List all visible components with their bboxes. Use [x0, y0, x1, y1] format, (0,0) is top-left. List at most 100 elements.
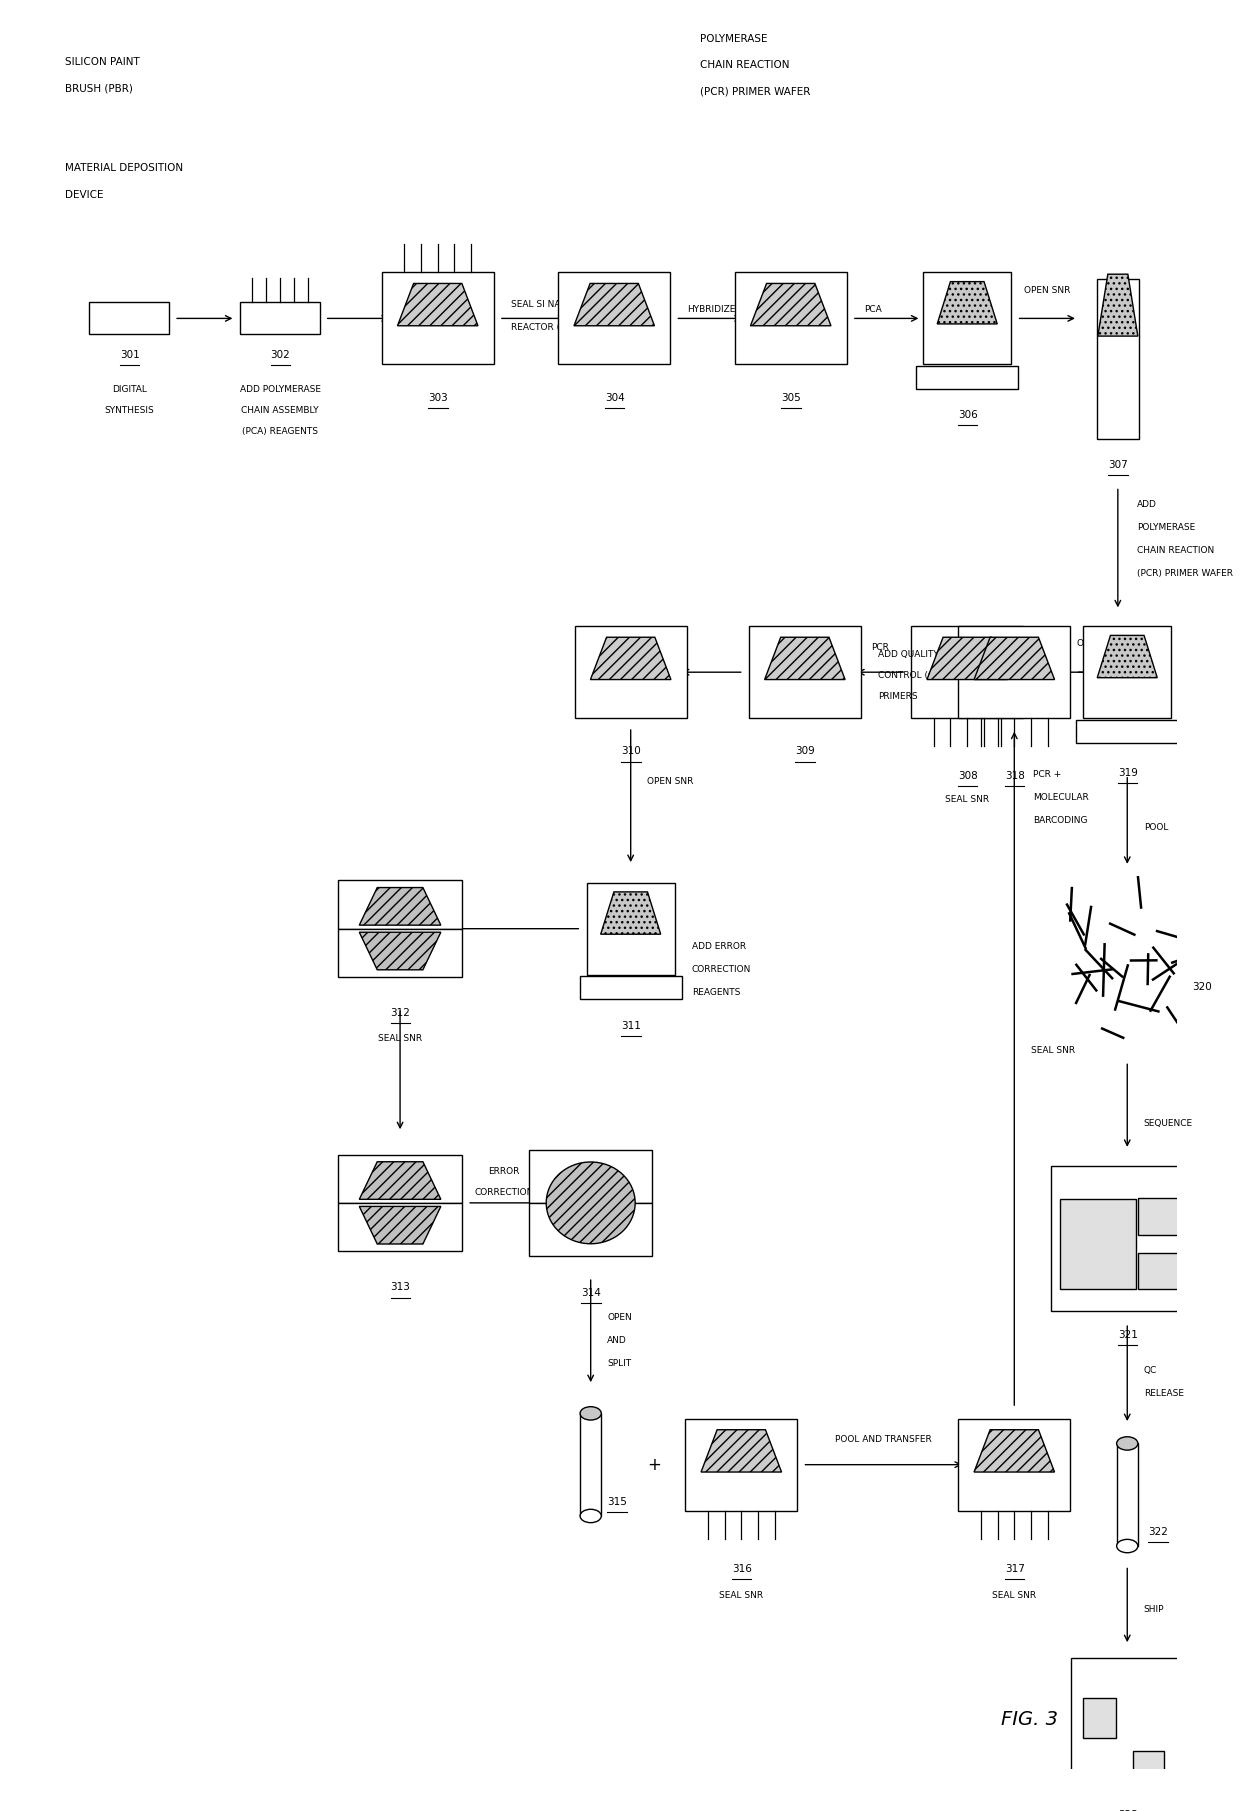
Ellipse shape — [580, 1509, 601, 1523]
Polygon shape — [398, 284, 477, 326]
Bar — [923, 272, 1012, 364]
Text: SILICON PAINT: SILICON PAINT — [64, 56, 139, 67]
Ellipse shape — [1117, 1539, 1138, 1552]
Text: OPEN: OPEN — [608, 1313, 632, 1322]
Ellipse shape — [1117, 1436, 1138, 1451]
Text: 305: 305 — [781, 393, 801, 402]
Text: OPEN SNR: OPEN SNR — [1078, 639, 1123, 648]
Polygon shape — [1097, 273, 1138, 337]
Text: 313: 313 — [391, 1282, 410, 1293]
Text: SEAL SNR: SEAL SNR — [719, 1592, 764, 1601]
Bar — [749, 627, 861, 719]
Text: BRUSH (PBR): BRUSH (PBR) — [64, 83, 133, 94]
Bar — [580, 1413, 601, 1516]
Text: SEQUENCE: SEQUENCE — [1143, 1119, 1193, 1128]
Text: ERROR: ERROR — [489, 1166, 520, 1175]
Bar — [1083, 1699, 1116, 1739]
Text: (PCR) PRIMER WAFER: (PCR) PRIMER WAFER — [1137, 569, 1233, 578]
Text: QC: QC — [1143, 1367, 1157, 1375]
Polygon shape — [1097, 636, 1157, 677]
Text: CHAIN ASSEMBLY: CHAIN ASSEMBLY — [242, 406, 319, 415]
Polygon shape — [360, 1206, 441, 1244]
Bar — [579, 976, 682, 1000]
Ellipse shape — [580, 1407, 601, 1420]
Text: ADD ERROR: ADD ERROR — [692, 942, 746, 951]
Text: 302: 302 — [270, 350, 290, 360]
Text: 312: 312 — [391, 1009, 410, 1018]
Text: 304: 304 — [605, 393, 625, 402]
Text: HYBRIDIZE: HYBRIDIZE — [687, 304, 735, 313]
Text: 320: 320 — [1192, 982, 1211, 992]
Text: CONTROL (QC): CONTROL (QC) — [878, 672, 945, 681]
Text: REAGENTS: REAGENTS — [692, 987, 740, 996]
Text: OPEN SNR: OPEN SNR — [647, 777, 693, 786]
Bar — [339, 929, 461, 976]
Bar — [1050, 1166, 1204, 1311]
Bar — [587, 882, 675, 974]
Bar — [339, 1155, 461, 1203]
Text: 310: 310 — [621, 746, 641, 757]
Text: (PCR) PRIMER WAFER: (PCR) PRIMER WAFER — [701, 87, 811, 98]
Text: CORRECTION: CORRECTION — [692, 965, 751, 974]
Polygon shape — [360, 1161, 441, 1199]
Text: SHIP: SHIP — [1143, 1605, 1164, 1614]
Text: SEAL SI NANO-: SEAL SI NANO- — [511, 301, 578, 308]
Text: PCR: PCR — [872, 643, 889, 652]
Text: BARCODING: BARCODING — [1033, 817, 1087, 826]
Bar — [1083, 627, 1172, 719]
Polygon shape — [975, 1429, 1054, 1472]
Bar — [382, 272, 494, 364]
Text: RELEASE: RELEASE — [1143, 1389, 1184, 1398]
Bar — [1138, 1253, 1190, 1289]
Bar — [1060, 1199, 1136, 1289]
Text: SEAL SNR: SEAL SNR — [1030, 1047, 1075, 1056]
Bar — [959, 1418, 1070, 1510]
Text: CHAIN REACTION: CHAIN REACTION — [1137, 545, 1214, 554]
Text: 303: 303 — [428, 393, 448, 402]
Bar — [1071, 1659, 1183, 1791]
Text: 322: 322 — [1148, 1527, 1168, 1536]
Bar — [89, 302, 170, 335]
Text: 306: 306 — [957, 411, 977, 420]
Bar — [339, 1203, 461, 1251]
Text: REACTOR (SMR): REACTOR (SMR) — [511, 322, 583, 331]
Polygon shape — [590, 637, 671, 679]
Text: CHAIN REACTION: CHAIN REACTION — [701, 60, 790, 71]
Text: SEAL SNR: SEAL SNR — [945, 795, 990, 804]
Bar — [529, 1203, 652, 1255]
Bar — [558, 272, 670, 364]
Bar — [529, 1150, 652, 1203]
Polygon shape — [360, 887, 441, 925]
Text: POLYMERASE: POLYMERASE — [701, 34, 768, 43]
Text: PCR +: PCR + — [1033, 770, 1061, 779]
Text: SYNTHESIS: SYNTHESIS — [104, 406, 154, 415]
Text: 301: 301 — [120, 350, 140, 360]
Text: SPLIT: SPLIT — [608, 1360, 631, 1369]
Bar — [959, 627, 1070, 719]
Bar — [339, 880, 461, 929]
Bar — [241, 302, 320, 335]
Text: ADD QUALITY: ADD QUALITY — [878, 650, 939, 659]
Text: 321: 321 — [1117, 1331, 1138, 1340]
Text: DIGITAL: DIGITAL — [112, 384, 146, 393]
Text: SEAL SNR: SEAL SNR — [992, 1592, 1037, 1601]
Text: PCA: PCA — [864, 304, 882, 313]
Text: 307: 307 — [1109, 460, 1128, 469]
Ellipse shape — [546, 1163, 635, 1244]
Polygon shape — [360, 933, 441, 971]
Text: OPEN SNR: OPEN SNR — [1024, 286, 1070, 295]
Text: POLYMERASE: POLYMERASE — [1137, 523, 1195, 532]
Text: ADD: ADD — [1137, 500, 1157, 509]
Text: PRIMERS: PRIMERS — [878, 692, 918, 701]
Text: POOL: POOL — [1143, 824, 1168, 833]
Text: 308: 308 — [957, 771, 977, 781]
Polygon shape — [600, 891, 661, 934]
Polygon shape — [750, 284, 831, 326]
Text: MATERIAL DEPOSITION: MATERIAL DEPOSITION — [64, 163, 182, 174]
Bar — [1096, 279, 1140, 438]
Bar — [575, 627, 687, 719]
Bar — [911, 627, 1023, 719]
Polygon shape — [937, 283, 997, 324]
Text: 314: 314 — [582, 1288, 601, 1298]
Text: (PCA) REAGENTS: (PCA) REAGENTS — [242, 427, 317, 436]
